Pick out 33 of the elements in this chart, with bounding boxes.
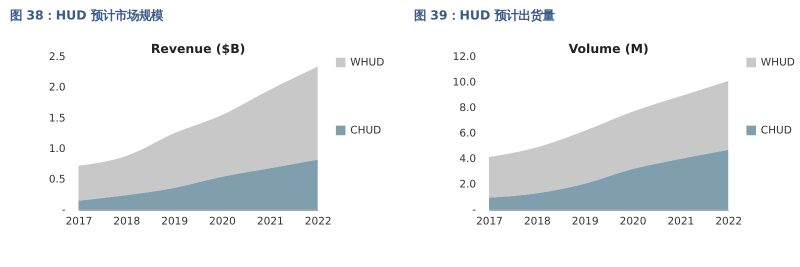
x-tick-label: 2021 — [667, 216, 694, 228]
x-tick-label: 2022 — [304, 216, 332, 228]
x-tick-label: 2017 — [476, 216, 503, 228]
y-tick-label: 1.0 — [48, 142, 66, 155]
x-tick-label: 2018 — [113, 216, 140, 228]
legend-label: WHUD — [760, 56, 795, 68]
y-tick-label: 1.5 — [48, 112, 66, 124]
y-tick-label: 2.5 — [48, 51, 66, 64]
x-tick-label: 2020 — [620, 216, 646, 228]
chart-title: 图 39：HUD 预计出货量 — [414, 7, 555, 22]
chart-title: 图 38：HUD 预计市场规模 — [10, 7, 164, 22]
y-tick-label: - — [62, 204, 66, 216]
legend-label: CHUD — [760, 124, 792, 136]
x-tick-label: 2021 — [256, 216, 284, 228]
y-tick-label: 2.0 — [48, 82, 66, 94]
legend-label: CHUD — [350, 124, 382, 136]
x-tick-label: 2020 — [209, 216, 236, 228]
y-tick-label: 4.0 — [459, 153, 476, 166]
chart-subtitle: Revenue ($B) — [150, 40, 246, 56]
x-tick-label: 2019 — [161, 216, 188, 228]
y-tick-label: 12.0 — [452, 51, 476, 64]
y-tick-label: 2.0 — [459, 178, 476, 191]
y-tick-label: 6.0 — [459, 128, 476, 140]
x-tick-label: 2019 — [572, 216, 599, 228]
y-tick-label: 10.0 — [452, 76, 476, 89]
x-tick-label: 2022 — [715, 216, 742, 228]
x-tick-label: 2017 — [66, 216, 92, 228]
chart-subtitle: Volume (M) — [568, 40, 649, 56]
y-tick-label: 8.0 — [459, 102, 476, 114]
x-tick-label: 2018 — [524, 216, 551, 228]
legend-label: WHUD — [350, 56, 384, 68]
y-tick-label: 0.5 — [48, 174, 66, 186]
y-tick-label: - — [472, 204, 476, 216]
